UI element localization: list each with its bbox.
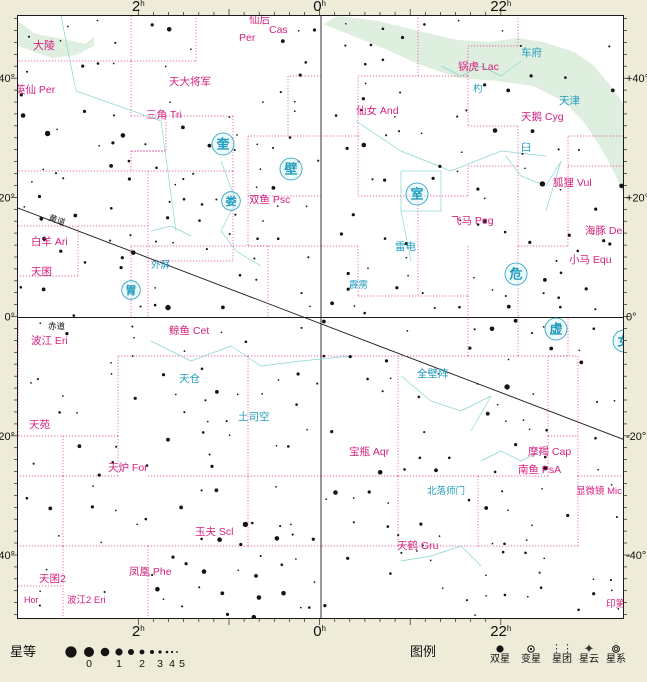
- svg-text:奎: 奎: [215, 137, 230, 152]
- svg-text:星等: 星等: [10, 644, 36, 659]
- svg-text:全壁阵: 全壁阵: [417, 367, 449, 380]
- svg-text:室: 室: [410, 187, 423, 202]
- svg-text:仙后: 仙后: [249, 16, 270, 26]
- svg-text:虚: 虚: [549, 322, 562, 337]
- svg-text:狐狸 Vul: 狐狸 Vul: [553, 176, 592, 189]
- svg-text:2h: 2h: [132, 623, 145, 640]
- svg-text:宝瓶 Aqr: 宝瓶 Aqr: [349, 445, 390, 458]
- svg-text:天囷: 天囷: [31, 266, 52, 278]
- svg-text:摩羯 Cap: 摩羯 Cap: [528, 445, 571, 458]
- svg-text:车府: 车府: [521, 46, 542, 59]
- svg-text:杓: 杓: [473, 83, 483, 95]
- svg-text:天苑: 天苑: [29, 418, 50, 431]
- svg-text:白羊 Ari: 白羊 Ari: [31, 235, 68, 248]
- svg-text:凤凰 Phe: 凤凰 Phe: [129, 566, 172, 578]
- svg-text:Hor: Hor: [24, 595, 39, 605]
- svg-text:星系: 星系: [606, 653, 626, 665]
- svg-text:变星: 变星: [521, 652, 541, 665]
- svg-text:壁: 壁: [284, 162, 297, 177]
- svg-text:天鹤 Gru: 天鹤 Gru: [397, 539, 439, 552]
- svg-text:Per: Per: [239, 32, 256, 44]
- svg-text:锅虎 Lac: 锅虎 Lac: [458, 61, 499, 73]
- svg-text:女: 女: [617, 334, 624, 349]
- svg-text:22h: 22h: [490, 0, 511, 15]
- svg-text:天大将军: 天大将军: [169, 75, 211, 88]
- svg-text:22h: 22h: [490, 623, 511, 640]
- svg-text:1: 1: [116, 658, 122, 670]
- svg-text:小马 Equ: 小马 Equ: [569, 254, 612, 266]
- svg-text:0h: 0h: [313, 623, 326, 640]
- svg-text:星团: 星团: [552, 653, 572, 665]
- svg-text:北落师门: 北落师门: [427, 485, 465, 497]
- svg-text:波江2 Eri: 波江2 Eri: [67, 594, 106, 606]
- svg-text:Cas: Cas: [269, 24, 288, 36]
- svg-text:3: 3: [157, 658, 163, 670]
- svg-text:危: 危: [509, 267, 522, 282]
- svg-text:0°: 0°: [626, 312, 637, 324]
- svg-text:4: 4: [169, 658, 175, 670]
- svg-text:40°: 40°: [0, 550, 15, 562]
- svg-text:霹雳: 霹雳: [349, 280, 368, 291]
- svg-text:-40°: -40°: [626, 550, 646, 562]
- svg-text:天囷2: 天囷2: [39, 573, 66, 585]
- svg-text:天津: 天津: [559, 95, 580, 107]
- svg-text:波江 Eri: 波江 Eri: [31, 334, 68, 347]
- svg-text:天炉 For: 天炉 For: [108, 462, 148, 474]
- svg-text:双星: 双星: [490, 653, 510, 665]
- svg-text:土司空: 土司空: [238, 410, 270, 423]
- svg-text:5: 5: [179, 658, 185, 670]
- svg-text:星云: 星云: [579, 653, 599, 665]
- svg-text:大陵: 大陵: [33, 38, 55, 52]
- svg-text:飞马 Peg: 飞马 Peg: [451, 215, 494, 227]
- svg-text:印第安 Ind: 印第安 Ind: [606, 598, 624, 610]
- svg-text:雷电: 雷电: [395, 240, 416, 253]
- svg-text:40°: 40°: [0, 73, 15, 85]
- svg-text:+40°: +40°: [626, 73, 647, 85]
- svg-text:玉夫 Scl: 玉夫 Scl: [195, 526, 234, 538]
- svg-text:20°: 20°: [0, 192, 15, 204]
- svg-text:三角 Tri: 三角 Tri: [146, 109, 182, 121]
- svg-text:0°: 0°: [4, 312, 15, 324]
- svg-text:20°: 20°: [0, 431, 15, 443]
- svg-text:仙女 And: 仙女 And: [356, 104, 399, 117]
- svg-text:显微镜 Mic: 显微镜 Mic: [576, 485, 622, 497]
- svg-text:天鹅 Cyg: 天鹅 Cyg: [521, 110, 564, 123]
- svg-text:0h: 0h: [313, 0, 326, 15]
- svg-text:天仓: 天仓: [179, 372, 200, 385]
- svg-text:+20°: +20°: [626, 192, 647, 204]
- svg-text:双鱼 Psc: 双鱼 Psc: [249, 193, 290, 206]
- svg-text:0: 0: [86, 658, 92, 670]
- svg-text:外屏: 外屏: [151, 259, 170, 271]
- svg-text:赤道: 赤道: [48, 321, 66, 331]
- svg-text:-20°: -20°: [626, 431, 646, 443]
- svg-text:胃: 胃: [126, 284, 137, 297]
- svg-text:图例: 图例: [410, 644, 436, 659]
- svg-text:臼: 臼: [521, 142, 531, 154]
- svg-text:英仙 Per: 英仙 Per: [18, 83, 56, 96]
- svg-text:2h: 2h: [132, 0, 145, 15]
- svg-text:南鱼 PsA: 南鱼 PsA: [518, 463, 561, 476]
- svg-text:2: 2: [139, 658, 145, 670]
- svg-text:鲸鱼 Cet: 鲸鱼 Cet: [169, 324, 209, 337]
- svg-text:海豚 Del: 海豚 Del: [585, 224, 624, 237]
- svg-text:娄: 娄: [226, 194, 237, 208]
